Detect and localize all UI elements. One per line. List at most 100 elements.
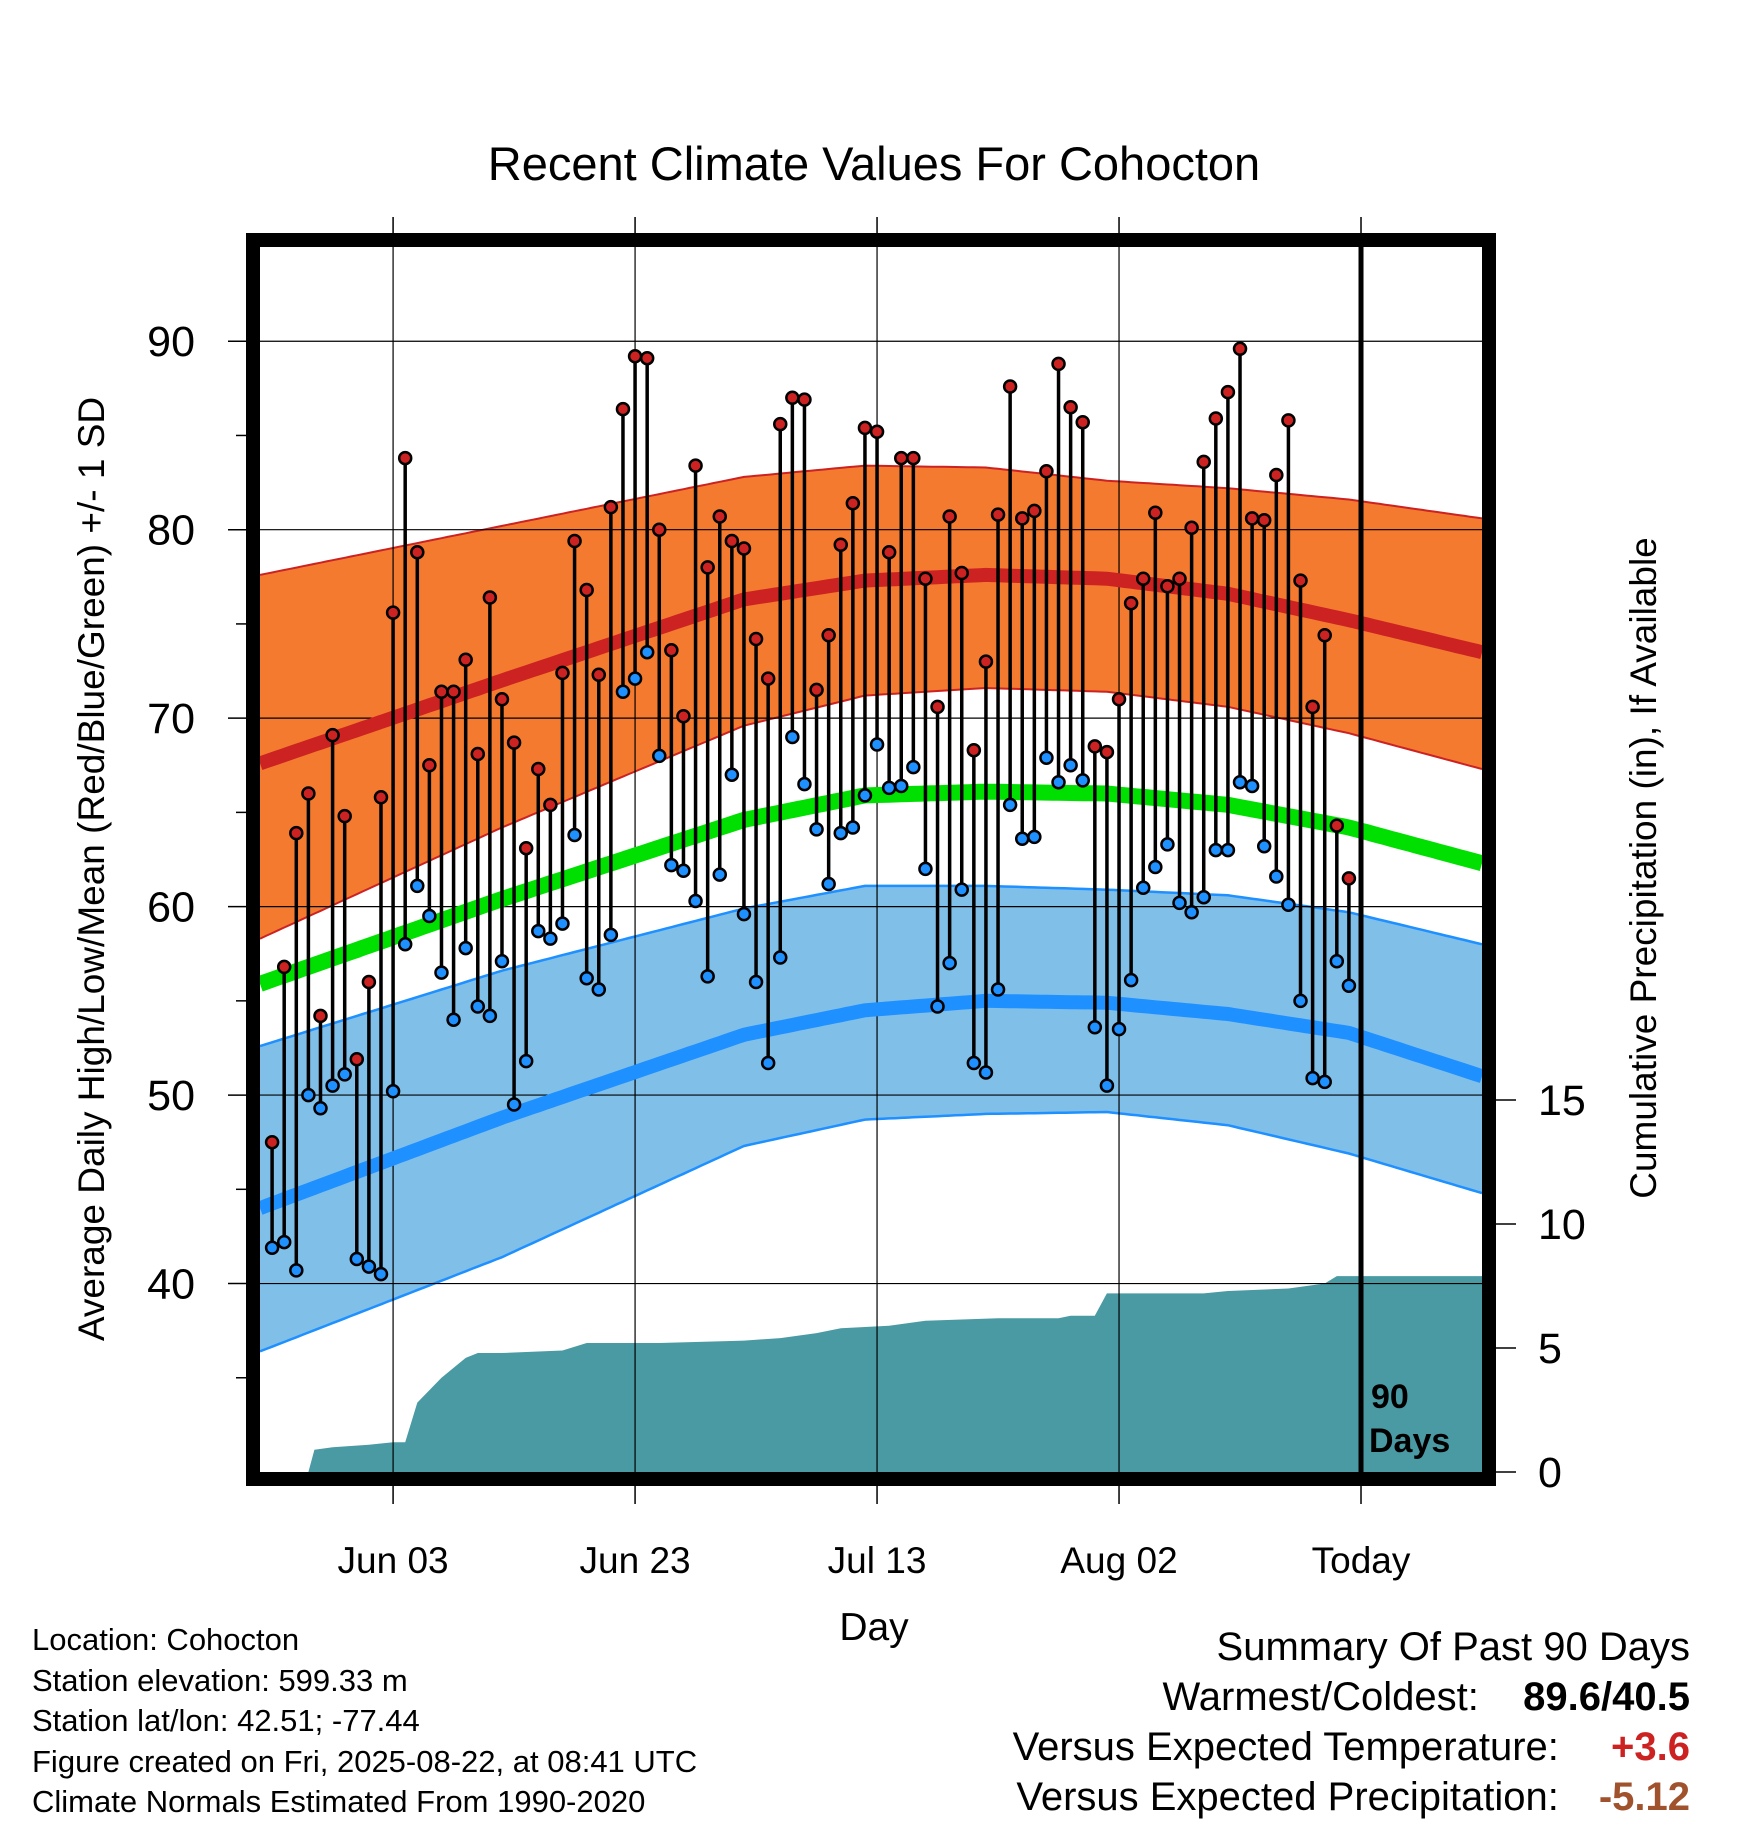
observed-high-point [785,390,800,406]
observed-high-point [264,1134,280,1150]
observed-low-point [385,1084,401,1099]
observed-high-point [1160,578,1175,594]
observed-high-point [1051,356,1066,372]
observed-low-point [881,780,897,796]
observed-low-point [567,827,582,843]
observed-low-point [942,955,957,971]
observed-low-point [1281,897,1296,912]
observed-low-point [1232,774,1248,790]
observed-low-point [313,1101,328,1116]
observed-low-point [591,982,607,997]
observed-high-point [857,420,873,436]
observed-high-point [1135,571,1151,586]
observed-low-point [954,882,969,897]
temp-value: +3.6 [1611,1725,1690,1769]
observed-high-point [906,450,921,466]
observed-high-point [652,522,667,537]
temp-label: Versus Expected Temperature: [1012,1725,1559,1769]
observed-low-point [349,1251,365,1267]
observed-low-point [893,778,909,794]
observed-low-point [1063,758,1078,773]
observed-low-point [857,788,873,803]
observed-low-point [1111,1021,1127,1037]
x-axis-label: Day [839,1606,909,1649]
observed-high-point [918,571,933,586]
y-axis-label: Average Daily High/Low/Mean (Red/Blue/Gr… [71,397,112,1341]
observed-high-point [1014,511,1030,526]
observed-low-point [1027,829,1042,845]
observed-high-point [930,699,945,715]
observed-high-point [1244,511,1260,526]
observed-high-point [482,590,498,605]
latlon-text: Station lat/lon: 42.51; -77.44 [32,1703,420,1738]
observed-high-point [809,682,824,698]
observed-high-point [289,825,304,841]
observed-low-point [724,767,740,782]
observed-high-point [748,631,764,647]
observed-high-point [676,709,691,724]
observed-low-point [773,950,788,965]
observed-high-point [1317,627,1332,643]
observed-low-point [966,1055,982,1071]
observed-high-point [688,458,703,473]
observed-low-point [337,1067,352,1082]
observed-low-point [458,940,473,956]
observed-high-point [615,401,631,417]
observed-low-point [325,1078,340,1093]
observed-low-point [1220,842,1236,858]
observed-high-point [700,560,715,575]
observed-low-point [639,644,655,660]
y-tick-label: 70 [147,695,195,743]
observed-low-point [1135,880,1151,896]
observed-low-point [615,684,631,700]
observed-high-point [1293,573,1308,588]
marker-label-days: Days [1369,1422,1450,1460]
observed-high-point [1232,341,1248,357]
high-normal-line [260,567,1482,771]
observed-high-point [1256,513,1272,528]
observed-low-point [833,825,849,841]
observed-low-point [410,878,425,894]
observed-high-point [760,671,776,686]
observed-high-point [494,692,510,707]
observed-low-point [1039,750,1054,765]
observed-high-point [1329,818,1345,833]
observed-high-point [1305,699,1320,715]
observed-low-point [289,1263,304,1278]
observed-high-point [349,1052,365,1067]
observed-high-point [845,496,861,511]
observed-high-point [313,1008,328,1024]
observed-low-point [1184,905,1199,920]
x-tick-label: Aug 02 [1060,1540,1177,1581]
x-tick-label: Jun 23 [580,1540,691,1581]
observed-low-point [990,982,1006,997]
observed-low-point [736,906,752,922]
precip-value: -5.12 [1598,1775,1690,1819]
elevation-text: Station elevation: 599.33 m [32,1662,408,1698]
observed-high-point [773,416,788,432]
observed-high-point [1063,399,1078,415]
low-lower-line [260,1110,1482,1353]
observed-low-point [1148,859,1163,875]
observed-low-point [1160,837,1175,852]
x-tick-label: Jul 13 [828,1540,927,1581]
low-upper-line [260,884,1482,1048]
observed-low-point [676,863,691,879]
observed-high-point [470,746,486,762]
observed-low-point [422,908,437,924]
high-upper-line [260,464,1482,576]
marker-label-count: 90 [1371,1378,1409,1416]
observed-high-point [397,450,413,466]
x-tick-label: Today [1312,1540,1411,1581]
observed-low-point [918,861,933,877]
y-tick-label: 50 [147,1072,195,1120]
precip-label: Versus Expected Precipitation: [1016,1775,1559,1819]
observed-high-point [1075,415,1090,430]
observed-low-point [785,729,800,745]
observed-low-point [845,820,861,835]
observed-low-point [531,923,546,939]
observed-low-point [1051,774,1066,790]
observed-high-point [410,545,425,560]
normals-text: Climate Normals Estimated From 1990-2020 [32,1784,646,1819]
observed-low-point [712,867,728,882]
